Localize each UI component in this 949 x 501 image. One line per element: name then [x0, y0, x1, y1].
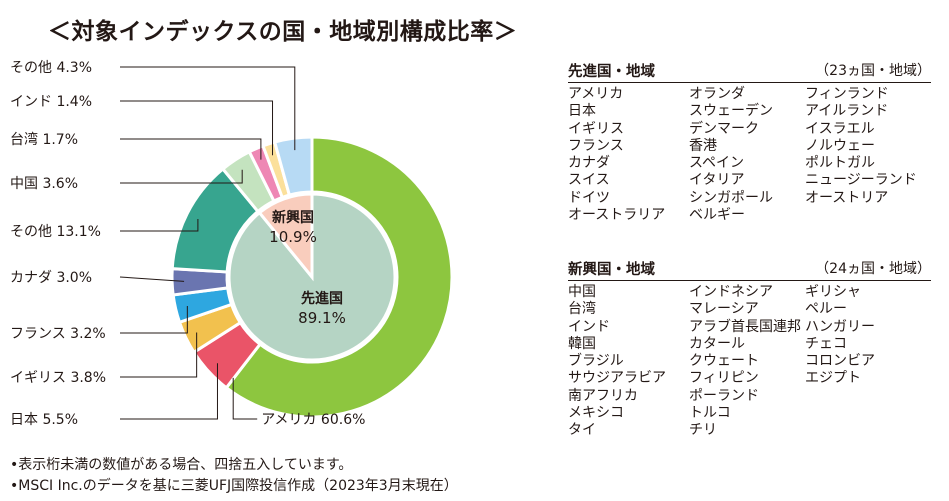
composition-donut-chart: 先進国 89.1% 新興国 10.9% その他 4.3% インド 1.4% 台湾 1.7% 中… [10, 60, 454, 428]
emerging-country: メキシコ [568, 405, 624, 422]
outer-slice-label: 日本 5.5% [10, 412, 78, 428]
emerging-country: フィリピン [689, 370, 759, 387]
leader-line [120, 100, 274, 156]
developed-column: オランダ スウェーデン デンマーク 香港 スペイン イタリア シンガポール ベルギー [689, 86, 773, 224]
emerging-markets-panel: 新興国・地域 （24ヵ国・地域） 中国 台湾 インド 韓国 ブラジル サウジアラビア 南アフ… [568, 258, 931, 438]
leader-line [119, 276, 185, 282]
outer-slice-label: その他 4.3% [10, 60, 92, 76]
emerging-count: （24ヵ国・地域） [815, 261, 931, 277]
emerging-country: ハンガリー [805, 318, 875, 335]
outer-slice-label: インド 1.4% [10, 94, 92, 110]
emerging-column: ギリシャ ペルー ハンガリー チェコ コロンビア エジプト [805, 284, 875, 388]
developed-country: 日本 [568, 103, 596, 120]
developed-markets-panel: 先進国・地域 （23ヵ国・地域） アメリカ 日本 イギリス フランス カナダ スイス ドイツ… [568, 60, 931, 223]
rounding-note: •表示桁未満の数値がある場合、四捨五入しています。 [10, 457, 353, 473]
developed-country: 香港 [689, 137, 717, 154]
developed-country: スペイン [689, 155, 745, 172]
leader-line [120, 169, 243, 184]
developed-country: スウェーデン [689, 103, 773, 120]
leader-line [120, 332, 198, 378]
leader-line [120, 363, 218, 420]
outer-slice-label: 台湾 1.7% [10, 131, 78, 148]
emerging-country: コロンビア [805, 353, 875, 370]
emerging-country: クウェート [689, 353, 759, 370]
developed-country: アメリカ [568, 86, 624, 102]
developed-country: ノルウェー [805, 137, 875, 154]
emerging-title: 新興国・地域 [568, 262, 655, 278]
emerging-country: タイ [568, 422, 596, 439]
emerging-country: アラブ首長国連邦 [689, 318, 801, 335]
developed-country: イギリス [568, 120, 624, 137]
emerging-country: インド [568, 318, 610, 335]
developed-country: オーストラリア [568, 207, 666, 224]
emerging-country: 南アフリカ [568, 387, 638, 404]
emerging-country: チリ [689, 422, 717, 439]
inner-slice [257, 192, 314, 282]
developed-country: デンマーク [689, 120, 759, 137]
emerging-country: トルコ [689, 405, 731, 422]
emerging-share-label: 新興国 [272, 209, 314, 226]
emerging-share-value: 10.9% [269, 228, 317, 246]
emerging-country: エジプト [805, 370, 861, 387]
developed-column: フィンランド アイルランド イスラエル ノルウェー ポルトガル ニュージーランド オーストリ… [805, 86, 917, 207]
leader-line [120, 66, 296, 151]
emerging-country: サウジアラビア [568, 370, 666, 387]
emerging-country: マレーシア [689, 301, 759, 318]
developed-country: ニュージーランド [805, 172, 917, 189]
leader-line [232, 377, 258, 420]
outer-slice [272, 135, 314, 197]
emerging-country: 韓国 [568, 335, 596, 352]
leader-line [120, 138, 262, 160]
outer-slice-label: アメリカ 60.6% [261, 412, 365, 428]
developed-column: アメリカ 日本 イギリス フランス カナダ スイス ドイツ オーストラリア [568, 86, 665, 224]
outer-slice-label: フランス 3.2% [10, 326, 106, 342]
outer-slice [224, 135, 454, 419]
emerging-country: ギリシャ [805, 284, 861, 300]
emerging-column: インドネシア マレーシア アラブ首長国連邦 カタール クウェート フィリピン ポーランド トル… [689, 284, 801, 440]
emerging-country: ポーランド [689, 387, 759, 404]
developed-count: （23ヵ国・地域） [815, 63, 931, 79]
emerging-country: 中国 [568, 284, 596, 300]
emerging-country: カタール [689, 335, 745, 352]
developed-country: ポルトガル [805, 155, 875, 172]
emerging-country: インドネシア [689, 284, 773, 300]
developed-country: オランダ [689, 86, 745, 102]
developed-share-label: 先進国 [301, 290, 343, 307]
emerging-country: ペルー [805, 301, 847, 318]
emerging-country: チェコ [805, 335, 847, 352]
developed-title: 先進国・地域 [568, 64, 655, 80]
leader-line [120, 306, 188, 334]
outer-slice-label: イギリス 3.8% [10, 370, 106, 386]
developed-country: シンガポール [689, 189, 773, 206]
developed-country: ベルギー [689, 207, 745, 224]
developed-country: アイルランド [805, 103, 889, 120]
source-note: •MSCI Inc.のデータを基に三菱UFJ国際投信作成（2023年3月末現在） [10, 478, 458, 494]
page-title: ＜対象インデックスの国・地域別構成比率＞ [48, 19, 518, 45]
outer-slice-label: その他 13.1% [10, 224, 101, 240]
developed-country: カナダ [568, 155, 610, 172]
emerging-country: 台湾 [568, 301, 596, 318]
developed-country: オーストリア [805, 189, 889, 206]
emerging-column: 中国 台湾 インド 韓国 ブラジル サウジアラビア 南アフリカ メキシコ タイ [568, 284, 666, 440]
developed-country: フランス [568, 137, 624, 154]
leader-line [120, 218, 199, 232]
developed-country: イタリア [689, 172, 745, 189]
developed-share-value: 89.1% [298, 309, 346, 327]
outer-slice-label: カナダ 3.0% [10, 270, 92, 286]
emerging-country: ブラジル [568, 353, 624, 370]
developed-country: ドイツ [568, 189, 610, 206]
outer-slice-label: 中国 3.6% [10, 176, 78, 192]
developed-country: フィンランド [805, 86, 889, 102]
developed-country: イスラエル [805, 120, 875, 137]
developed-country: スイス [568, 172, 610, 189]
